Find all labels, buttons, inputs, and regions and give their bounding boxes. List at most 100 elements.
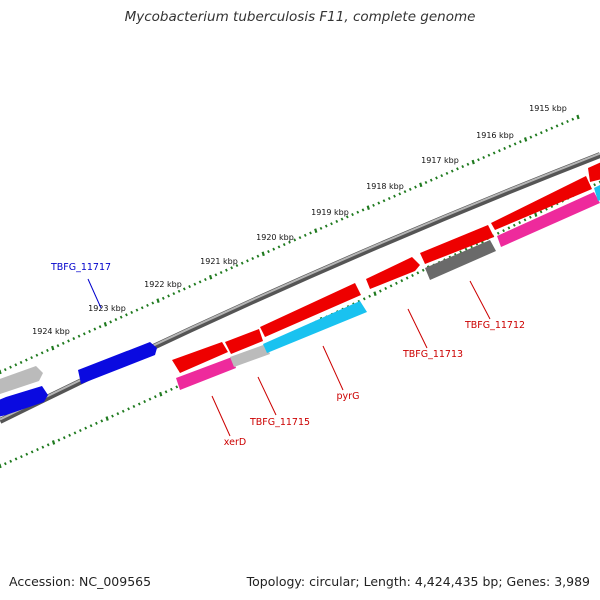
inner-scale-tick — [143, 400, 147, 404]
inner-scale-tick — [378, 289, 382, 293]
outer-scale-tick — [251, 256, 255, 261]
inner-scale-tick — [528, 215, 532, 219]
inner-scale-tick — [523, 218, 527, 222]
gene-arrow-cyan-edge[interactable] — [594, 182, 600, 201]
inner-scale-tick — [411, 273, 414, 278]
outer-scale-tick — [419, 182, 423, 188]
outer-scale-tick — [545, 128, 548, 132]
inner-scale-tick — [137, 402, 141, 406]
gene-arrow-red-edge[interactable] — [588, 160, 600, 182]
outer-scale-tick — [361, 208, 365, 212]
leader-line-xerD — [211, 395, 231, 437]
outer-scale-tick — [46, 348, 49, 352]
outer-scale-tick — [303, 233, 307, 237]
outer-scale-tick — [330, 222, 333, 226]
gene-arrow-red-e[interactable] — [491, 176, 592, 230]
outer-scale-tick — [24, 358, 28, 362]
inner-scale-tick — [84, 426, 88, 430]
gene-arrow-red-c[interactable] — [260, 283, 361, 337]
gene-arrow-TBFG_11717[interactable] — [78, 342, 157, 384]
outer-scale-tick — [498, 149, 501, 153]
inner-scale-tick — [3, 462, 7, 466]
gene-label-xerD[interactable]: xerD — [224, 437, 246, 448]
outer-scale-tick — [235, 263, 239, 268]
inner-scale-tick — [111, 414, 114, 418]
gene-arrow-xerD[interactable] — [176, 357, 236, 390]
outer-scale-tick — [203, 278, 207, 282]
inner-scale-tick — [132, 404, 136, 408]
forward-strand-features — [0, 160, 600, 396]
inner-scale-tick — [518, 221, 522, 225]
inner-scale-tick — [105, 416, 109, 421]
outer-scale-tick — [51, 345, 55, 351]
outer-scale-tick — [492, 151, 496, 155]
inner-scale-tick — [464, 247, 468, 251]
outer-scale-tick — [156, 298, 160, 303]
outer-scale-tick — [135, 308, 139, 312]
outer-scale-tick — [576, 114, 580, 120]
gene-label-pyrG[interactable]: pyrG — [337, 391, 360, 402]
gene-arrow-TBFG_11715[interactable] — [230, 344, 270, 367]
outer-scale-tick — [172, 292, 176, 296]
outer-scale-tick — [523, 137, 528, 142]
inner-scale-tick — [36, 448, 39, 452]
scale-label: 1918 kbp — [366, 182, 404, 191]
outer-scale-tick — [267, 250, 270, 254]
gene-label-TBFG_11712[interactable]: TBFG_11712 — [464, 320, 525, 331]
gene-arrow-pyrG[interactable] — [263, 301, 367, 353]
gene-arrow-TBFG_11712[interactable] — [425, 240, 496, 280]
leader-line-pyrG — [322, 345, 344, 391]
scale-label: 1919 kbp — [311, 208, 349, 217]
gene-arrow-magenta-right[interactable] — [497, 192, 600, 247]
outer-scale-tick — [445, 171, 449, 175]
inner-scale-tick — [14, 457, 18, 461]
gene-arrow-TBFG_11713[interactable] — [366, 257, 420, 289]
outer-scale-tick — [188, 285, 191, 289]
gene-label-TBFG_11713[interactable]: TBFG_11713 — [402, 349, 463, 360]
gene-arrow-gray-left[interactable] — [0, 366, 43, 396]
gene-arrow-red-a[interactable] — [172, 342, 228, 373]
outer-scale-tick — [477, 158, 480, 162]
outer-scale-tick — [566, 119, 569, 124]
inner-scale-tick — [9, 459, 13, 463]
outer-scale-tick — [109, 320, 113, 324]
outer-scale-tick — [214, 273, 218, 277]
leader-line-TBFG_11715 — [257, 376, 277, 416]
gene-arrow-red-d[interactable] — [420, 225, 494, 264]
inner-scale-tick — [51, 440, 56, 445]
inner-scale-tick — [78, 428, 82, 433]
inner-scale-tick — [100, 419, 104, 423]
outer-scale-tick — [14, 363, 18, 367]
outer-scale-tick — [225, 268, 228, 272]
inner-scale-tick — [502, 229, 505, 233]
outer-scale-tick — [408, 187, 412, 191]
outer-scale-tick — [140, 306, 144, 310]
inner-scale-tick — [164, 390, 168, 394]
outer-scale-tick — [513, 142, 517, 146]
gene-label-TBFG_11715[interactable]: TBFG_11715 — [249, 417, 310, 428]
scale-label: 1916 kbp — [476, 131, 514, 140]
outer-scale-tick — [377, 201, 381, 205]
inner-scale-tick — [507, 226, 511, 230]
outer-scale-tick — [130, 310, 134, 314]
inner-scale-tick — [496, 231, 500, 235]
outer-scale-tick — [93, 327, 97, 331]
outer-scale-tick — [35, 353, 39, 357]
outer-scale-tick — [30, 356, 34, 360]
gene-arrow-blue-left[interactable] — [0, 386, 48, 418]
outer-scale-tick — [272, 247, 276, 251]
scale-label: 1915 kbp — [529, 104, 567, 113]
gene-label-TBFG_11717[interactable]: TBFG_11717 — [50, 262, 111, 273]
inner-scale-tick — [62, 436, 66, 440]
outer-scale-tick — [372, 203, 375, 207]
scale-label: 1924 kbp — [32, 327, 70, 336]
outer-scale-tick — [167, 294, 170, 298]
inner-scale-tick — [0, 463, 2, 469]
inner-scale-tick — [368, 294, 372, 298]
inner-scale-tick — [384, 286, 388, 291]
outer-scale-tick — [393, 194, 396, 198]
outer-scale-tick — [550, 126, 554, 130]
outer-scale-tick — [440, 174, 444, 178]
gene-arrow-red-b[interactable] — [225, 329, 263, 354]
